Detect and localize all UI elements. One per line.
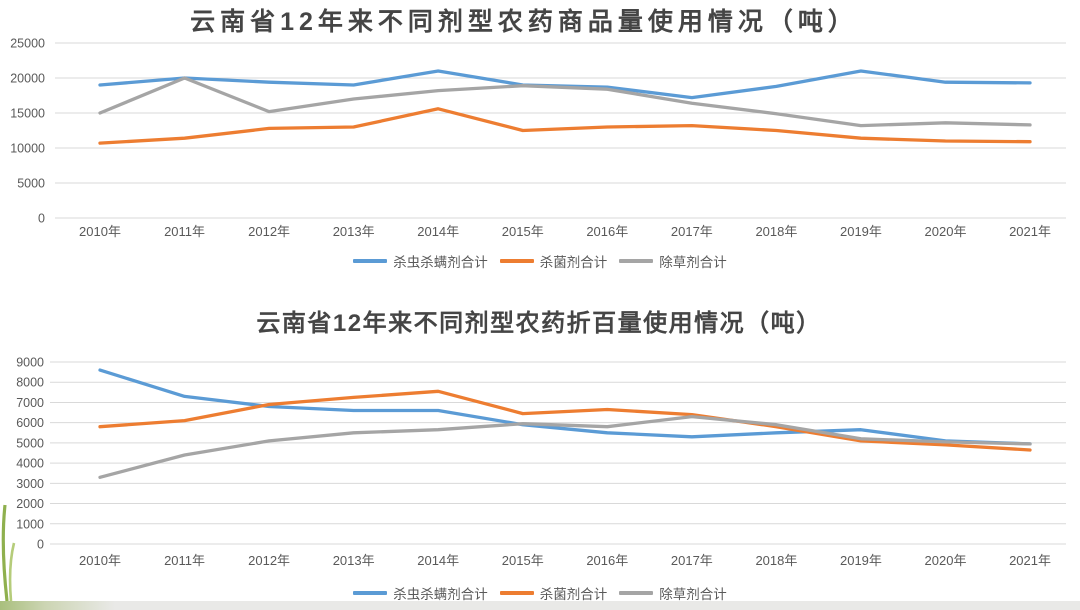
series-line-2 (98, 414, 1032, 479)
legend-item-insecticide: 杀虫杀螨剂合计 (353, 583, 488, 603)
y-axis-tick-label: 8000 (16, 376, 44, 390)
legend-label-insecticide: 杀虫杀螨剂合计 (393, 255, 488, 270)
y-axis-tick-label: 6000 (16, 416, 44, 430)
x-axis-tick-label: 2020年 (925, 224, 967, 239)
chart1-plot-area: 0 5000 10000 15000 20000 25000 2010年 2011年 2012年… (10, 37, 1066, 239)
legend-label-insecticide: 杀虫杀螨剂合计 (393, 587, 488, 602)
series-line-1 (98, 389, 1032, 452)
footer-strip (0, 601, 1080, 610)
chart2-title: 云南省12年来不同剂型农药折百量使用情况（吨） (256, 310, 822, 337)
legend-item-herbicide: 除草剂合计 (619, 251, 727, 271)
y-axis-tick-label: 1000 (16, 517, 44, 531)
legend-item-fungicide: 杀菌剂合计 (499, 583, 608, 603)
legend-item-herbicide: 除草剂合计 (619, 583, 727, 603)
x-axis-tick-label: 2017年 (671, 224, 713, 239)
chart1-legend: 杀虫杀螨剂合计 杀菌剂合计 除草剂合计 (0, 251, 1080, 271)
insecticide-line-swatch-icon (353, 259, 388, 263)
x-axis-tick-label: 2012年 (248, 224, 290, 239)
legend-label-herbicide: 除草剂合计 (659, 587, 727, 602)
x-axis-tick-label: 2021年 (1009, 224, 1051, 239)
legend-item-fungicide: 杀菌剂合计 (499, 251, 608, 271)
legend-item-insecticide: 杀虫杀螨剂合计 (353, 251, 488, 271)
chart2-plot-area: 0 1000 2000 3000 4000 5000 6000 7000 8000 9000 201… (16, 356, 1066, 568)
x-axis-tick-label: 2016年 (586, 224, 628, 239)
legend-label-fungicide: 杀菌剂合计 (539, 255, 608, 270)
x-axis-tick-label: 2013年 (333, 224, 375, 239)
insecticide-line-swatch-icon (353, 591, 388, 595)
x-axis-tick-label: 2014年 (417, 553, 459, 568)
y-axis-tick-label: 5000 (17, 177, 45, 191)
x-axis-tick-label: 2013年 (333, 553, 375, 568)
grass-decoration-icon (1, 504, 16, 601)
x-axis-tick-label: 2015年 (502, 224, 544, 239)
y-axis-tick-label: 9000 (16, 356, 44, 370)
y-axis-tick-label: 25000 (10, 37, 45, 51)
herbicide-line-swatch-icon (619, 259, 654, 263)
legend-label-fungicide: 杀菌剂合计 (539, 587, 608, 602)
x-axis-tick-label: 2011年 (164, 224, 205, 239)
y-axis-tick-label: 0 (38, 212, 45, 226)
series-line-0 (98, 368, 1032, 446)
fungicide-line-swatch-icon (499, 259, 534, 263)
x-axis-tick-label: 2021年 (1009, 553, 1051, 568)
y-axis-tick-label: 10000 (10, 142, 45, 156)
chart2-legend: 杀虫杀螨剂合计 杀菌剂合计 除草剂合计 (0, 583, 1080, 603)
x-axis-tick-label: 2015年 (502, 553, 544, 568)
series-line-2 (98, 76, 1032, 128)
y-axis-tick-label: 4000 (16, 457, 44, 471)
x-axis-tick-label: 2019年 (840, 224, 882, 239)
y-axis-tick-label: 15000 (10, 107, 45, 121)
x-axis-tick-label: 2012年 (248, 553, 290, 568)
x-axis-tick-label: 2020年 (925, 553, 967, 568)
series-line-1 (98, 107, 1032, 145)
y-axis-tick-label: 3000 (16, 477, 44, 491)
x-axis-tick-label: 2016年 (586, 553, 628, 568)
y-axis-tick-label: 7000 (16, 396, 44, 410)
y-axis-tick-label: 20000 (10, 72, 45, 86)
y-axis-tick-label: 0 (37, 538, 44, 552)
x-axis-tick-label: 2018年 (755, 553, 797, 568)
x-axis-tick-label: 2011年 (164, 553, 205, 568)
x-axis-tick-label: 2018年 (755, 224, 797, 239)
series-line-0 (98, 69, 1032, 100)
y-axis-tick-label: 2000 (16, 497, 44, 511)
fungicide-line-swatch-icon (499, 591, 534, 595)
x-axis-tick-label: 2014年 (417, 224, 459, 239)
x-axis-tick-label: 2017年 (671, 553, 713, 568)
x-axis-tick-label: 2010年 (79, 553, 121, 568)
x-axis-tick-label: 2019年 (840, 553, 882, 568)
herbicide-line-swatch-icon (619, 591, 654, 595)
x-axis-tick-label: 2010年 (79, 224, 121, 239)
legend-label-herbicide: 除草剂合计 (659, 255, 727, 270)
y-axis-tick-label: 5000 (16, 436, 44, 450)
chart1-title: 云南省12年来不同剂型农药商品量使用情况（吨） (190, 8, 858, 36)
